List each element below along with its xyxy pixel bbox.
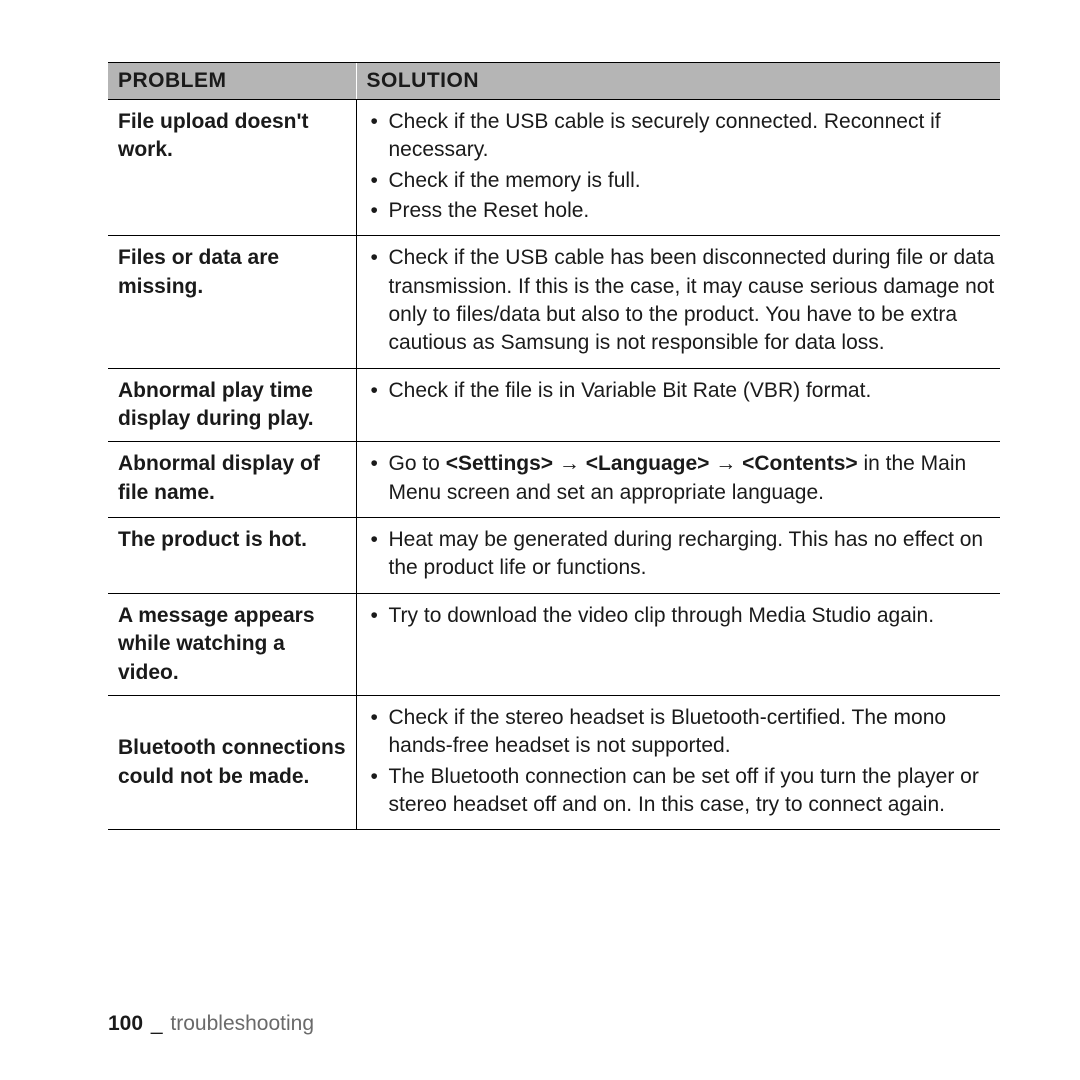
solution-item: Try to download the video clip through M… — [367, 602, 997, 630]
page-root: PROBLEM SOLUTION File upload doesn't wor… — [0, 0, 1080, 1080]
solution-item: Check if the memory is full. — [367, 167, 997, 195]
solution-cell: Check if the USB cable is securely conne… — [356, 100, 1000, 236]
table-row: The product is hot.Heat may be generated… — [108, 518, 1000, 594]
solution-cell: Check if the file is in Variable Bit Rat… — [356, 368, 1000, 442]
solution-item: Check if the USB cable is securely conne… — [367, 108, 997, 165]
table-body: File upload doesn't work.Check if the US… — [108, 100, 1000, 830]
solution-item: The Bluetooth connection can be set off … — [367, 763, 997, 820]
solution-list: Check if the file is in Variable Bit Rat… — [367, 377, 997, 405]
problem-cell: The product is hot. — [108, 518, 356, 594]
problem-cell: Files or data are missing. — [108, 236, 356, 368]
solution-list: Check if the USB cable is securely conne… — [367, 108, 997, 225]
solution-list: Check if the stereo headset is Bluetooth… — [367, 704, 997, 819]
footer-separator: _ — [151, 1012, 163, 1035]
table-row: A message appears while watching a video… — [108, 593, 1000, 695]
solution-list: Check if the USB cable has been disconne… — [367, 244, 997, 357]
header-problem: PROBLEM — [108, 63, 356, 100]
solution-cell: Check if the stereo headset is Bluetooth… — [356, 695, 1000, 829]
solution-item: Heat may be generated during recharging.… — [367, 526, 997, 583]
solution-list: Heat may be generated during recharging.… — [367, 526, 997, 583]
table-row: File upload doesn't work.Check if the US… — [108, 100, 1000, 236]
table-row: Files or data are missing.Check if the U… — [108, 236, 1000, 368]
solution-list: Try to download the video clip through M… — [367, 602, 997, 630]
solution-item: Check if the USB cable has been disconne… — [367, 244, 997, 357]
page-footer: 100 _ troubleshooting — [108, 1012, 314, 1036]
solution-list: Go to <Settings> → <Language> → <Content… — [367, 450, 997, 507]
table-row: Abnormal play time display during play. C… — [108, 368, 1000, 442]
page-number: 100 — [108, 1012, 143, 1035]
problem-cell: File upload doesn't work. — [108, 100, 356, 236]
footer-section: troubleshooting — [170, 1012, 314, 1035]
bold-path: <Settings> → <Language> → <Contents> — [446, 452, 858, 475]
solution-cell: Try to download the video clip through M… — [356, 593, 1000, 695]
problem-cell: Abnormal display of file name. — [108, 442, 356, 518]
solution-cell: Heat may be generated during recharging.… — [356, 518, 1000, 594]
solution-item: Check if the stereo headset is Bluetooth… — [367, 704, 997, 761]
solution-cell: Check if the USB cable has been disconne… — [356, 236, 1000, 368]
header-solution: SOLUTION — [356, 63, 1000, 100]
problem-cell: A message appears while watching a video… — [108, 593, 356, 695]
solution-item: Check if the file is in Variable Bit Rat… — [367, 377, 997, 405]
troubleshooting-table: PROBLEM SOLUTION File upload doesn't wor… — [108, 62, 1000, 830]
table-row: Bluetooth connections could not be made.… — [108, 695, 1000, 829]
solution-cell: Go to <Settings> → <Language> → <Content… — [356, 442, 1000, 518]
table-row: Abnormal display of file name.Go to <Set… — [108, 442, 1000, 518]
solution-item: Press the Reset hole. — [367, 197, 997, 225]
solution-item: Go to <Settings> → <Language> → <Content… — [367, 450, 997, 507]
table-header-row: PROBLEM SOLUTION — [108, 63, 1000, 100]
problem-cell: Bluetooth connections could not be made. — [108, 695, 356, 829]
problem-cell: Abnormal play time display during play. — [108, 368, 356, 442]
